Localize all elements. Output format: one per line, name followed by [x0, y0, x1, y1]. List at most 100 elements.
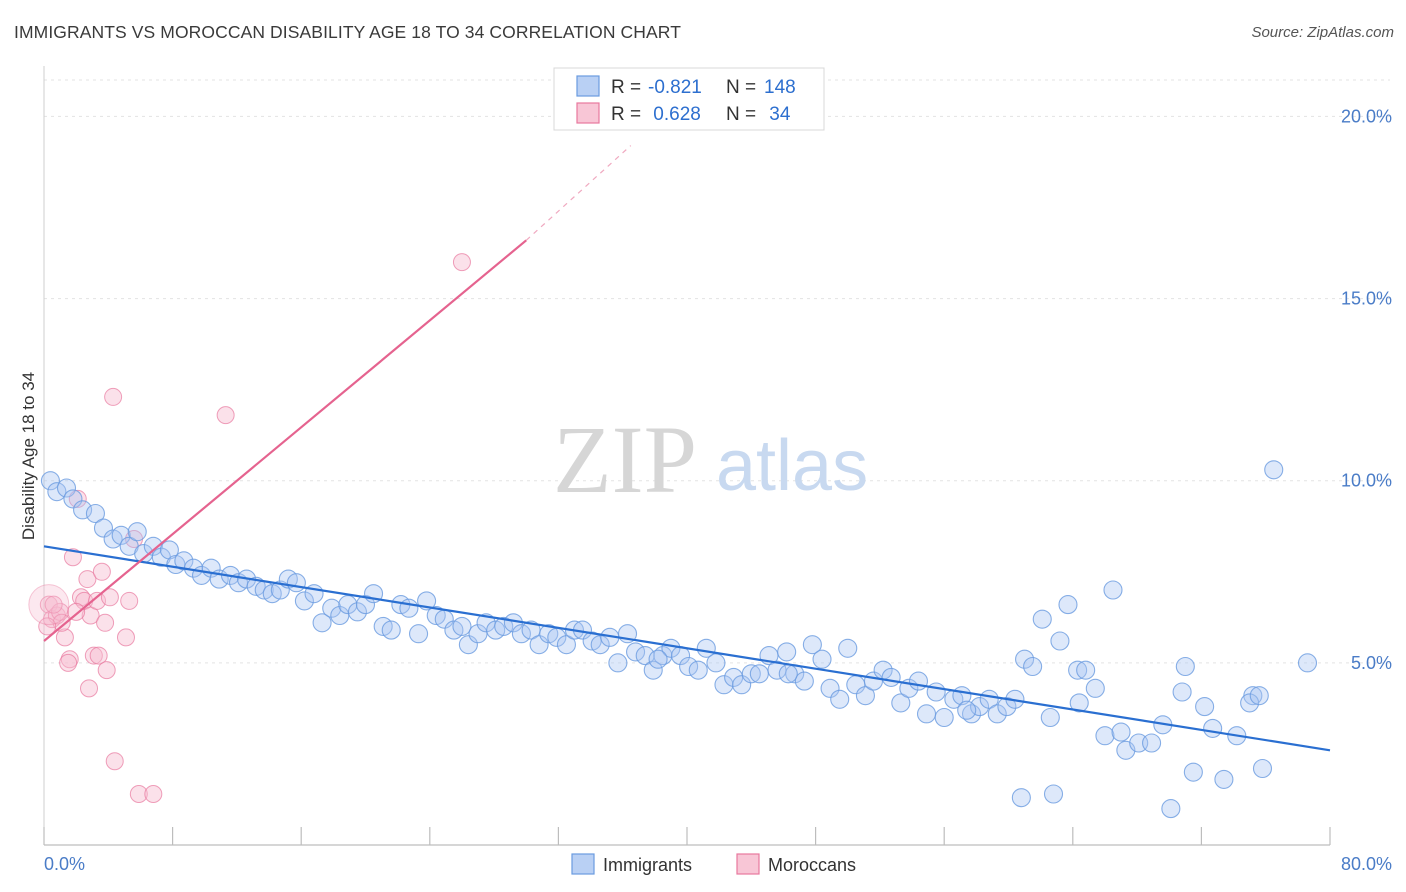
immigrants-point — [143, 536, 163, 556]
immigrants-point — [1069, 693, 1089, 713]
immigrants-point — [1195, 697, 1215, 717]
immigrants-point — [1023, 656, 1043, 677]
immigrants-point — [1076, 660, 1096, 680]
y-tick-labels: 5.0% 10.0% 15.0% 20.0% — [1341, 106, 1392, 672]
immigrants-point — [1032, 609, 1052, 629]
legend-r-value: -0.821 — [648, 77, 702, 98]
x-tick-labels: 0.0% 80.0% — [44, 854, 1392, 874]
immigrants-point — [452, 616, 472, 636]
immigrants-point — [56, 478, 77, 498]
immigrants-point — [286, 573, 306, 593]
immigrants-point — [997, 697, 1017, 717]
trend-lines — [43, 145, 1331, 752]
legend-n-label: N = — [726, 104, 756, 125]
immigrants-point — [1085, 678, 1105, 698]
moroccans-point — [116, 628, 135, 647]
moroccans-point — [52, 613, 71, 632]
immigrants-point — [458, 635, 478, 655]
legend-r-label: R = — [611, 104, 641, 125]
immigrants-point — [802, 635, 822, 655]
immigrants-point — [1175, 656, 1195, 677]
moroccans-point — [129, 785, 148, 803]
immigrants-point — [93, 518, 114, 538]
moroccans-point — [96, 613, 115, 632]
moroccans-point — [68, 489, 87, 508]
immigrants-point — [661, 638, 681, 658]
immigrants-point — [1183, 762, 1203, 782]
immigrants-point — [777, 642, 797, 662]
watermark-atlas: atlas — [716, 426, 868, 506]
immigrants-point — [47, 482, 67, 502]
moroccans-point — [104, 387, 123, 406]
immigrants-point — [916, 704, 937, 724]
bottom-legend-moroccans: Moroccans — [768, 855, 856, 875]
watermark: ZIP atlas — [553, 406, 868, 513]
immigrants-point — [511, 624, 531, 644]
bottom-legend-swatch-moroccans — [736, 853, 760, 875]
immigrants-point — [838, 638, 858, 658]
moroccans-point — [120, 591, 139, 610]
immigrants-point — [778, 664, 798, 684]
y-axis-title: Disability Age 18 to 34 — [19, 372, 38, 540]
immigrants-point — [63, 489, 83, 509]
immigrants-point — [312, 613, 332, 633]
y-tick-label: 5.0% — [1351, 653, 1392, 673]
immigrants-point — [688, 660, 708, 680]
moroccans-point — [89, 646, 108, 665]
immigrants-point — [970, 697, 990, 717]
immigrants-point — [40, 471, 60, 491]
immigrants-point — [1011, 788, 1031, 808]
immigrants-point — [957, 700, 977, 720]
moroccans-point — [67, 602, 86, 621]
legend-swatch-moroccans — [576, 102, 600, 124]
immigrants-point — [741, 664, 761, 684]
immigrants-point — [174, 551, 194, 571]
moroccans-point — [452, 253, 471, 272]
immigrants-point — [494, 616, 514, 636]
immigrants-points — [40, 460, 1318, 819]
immigrants-point — [1172, 682, 1192, 702]
immigrants-point — [556, 635, 576, 655]
immigrants-point — [381, 620, 401, 640]
immigrants-point — [1068, 660, 1088, 680]
immigrants-point — [820, 678, 840, 698]
moroccans-point — [105, 752, 124, 771]
immigrants-point — [294, 591, 314, 611]
moroccans-point — [78, 570, 97, 589]
immigrants-point — [643, 660, 663, 680]
immigrants-point — [1043, 784, 1064, 804]
immigrants-point — [85, 503, 105, 524]
immigrants-point — [934, 707, 954, 728]
immigrants-point — [127, 522, 147, 542]
immigrants-point — [908, 671, 929, 691]
immigrants-point — [73, 500, 93, 520]
bottom-legend-swatch-immigrants — [571, 853, 595, 875]
moroccans-point — [55, 628, 74, 647]
moroccans-point — [80, 679, 99, 698]
x-tick-label: 0.0% — [44, 854, 85, 874]
moroccans-point — [84, 646, 103, 665]
x-tick-label: 80.0% — [1341, 854, 1392, 874]
immigrants-point — [1040, 707, 1060, 728]
immigrants-point — [1142, 733, 1162, 753]
y-tick-label: 20.0% — [1341, 106, 1392, 126]
immigrants-point — [322, 598, 342, 618]
immigrants-point — [399, 598, 419, 618]
moroccans-point — [63, 548, 82, 567]
moroccans-point — [44, 595, 63, 614]
immigrants-point — [881, 667, 901, 687]
immigrants-point — [408, 624, 429, 644]
chart-title: IMMIGRANTS VS MOROCCAN DISABILITY AGE 18… — [14, 22, 682, 42]
legend-r-label: R = — [611, 77, 641, 98]
legend-swatch-immigrants — [576, 75, 600, 97]
legend-n-label: N = — [726, 77, 756, 98]
bottom-legend-immigrants: Immigrants — [603, 855, 692, 875]
watermark-zip: ZIP — [553, 406, 697, 513]
immigrants-point — [1161, 799, 1181, 819]
y-tick-label: 10.0% — [1341, 471, 1392, 491]
legend-r-value: 0.628 — [648, 104, 701, 125]
immigrants-point — [1203, 718, 1223, 738]
immigrants-point — [855, 686, 875, 706]
immigrants-point — [1214, 769, 1234, 789]
immigrants-point — [1050, 631, 1070, 651]
